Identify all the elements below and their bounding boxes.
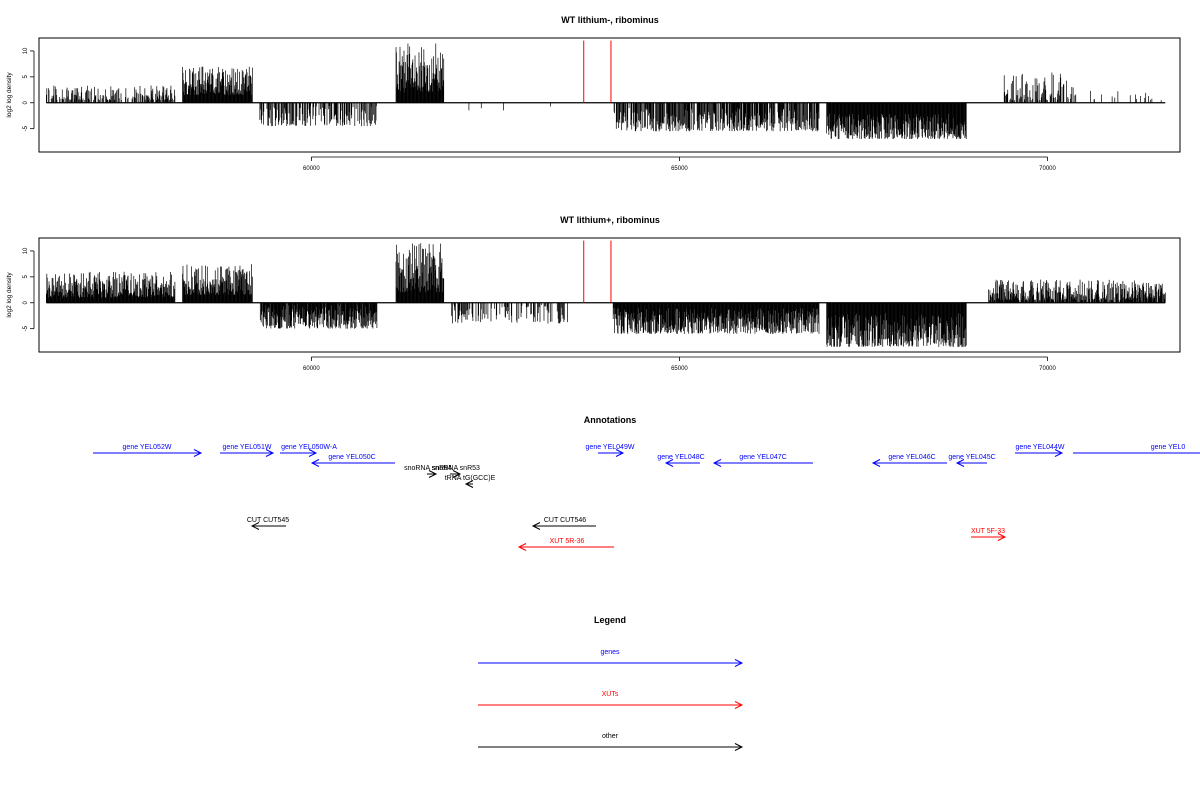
x-tick-label: 65000 xyxy=(671,166,688,172)
x-tick-label: 65000 xyxy=(671,366,688,372)
annotation-arrow xyxy=(955,459,987,467)
x-tick-label: 60000 xyxy=(303,166,320,172)
annotation-arrow xyxy=(427,470,438,478)
legend-label: genes xyxy=(600,649,620,656)
legend-item-XUTs: XUTs xyxy=(478,691,744,709)
annotation-arrow xyxy=(93,449,203,457)
legend-title: Legend xyxy=(594,615,626,625)
legend-label: XUTs xyxy=(602,691,619,698)
legend-arrow xyxy=(478,701,744,709)
annotation-label: gene YEL050C xyxy=(328,454,375,461)
annotation-arrow xyxy=(531,522,596,530)
annotation-feature: gene YEL050C xyxy=(310,454,395,467)
annotation-arrow xyxy=(1015,449,1064,457)
annotation-arrow xyxy=(220,449,275,457)
annotation-arrow xyxy=(310,459,395,467)
annotation-label: XUT 5F-33 xyxy=(971,528,1005,535)
y-tick-label: 5 xyxy=(23,275,29,279)
annotation-label: gene YEL047C xyxy=(739,454,786,461)
y-tick-label: 5 xyxy=(23,75,29,79)
annotation-label: tRNA tG(GCC)E xyxy=(445,475,496,482)
annotation-feature: snoRNA snR53 xyxy=(432,465,480,478)
axes: 10 5 0 -5 60000 65000 70000 xyxy=(23,240,1166,372)
annotation-label: gene YEL045C xyxy=(948,454,995,461)
annotation-arrow xyxy=(598,449,625,457)
annotation-feature: gene YEL049W xyxy=(586,444,635,457)
axes: 10 5 0 -5 60000 65000 70000 xyxy=(23,40,1166,172)
legend-item-genes: genes xyxy=(478,649,744,667)
annotation-feature: tRNA tG(GCC)E xyxy=(445,475,496,488)
annotation-label: snoRNA snR53 xyxy=(432,465,480,472)
annotation-label: snoRNA snR54 xyxy=(404,465,452,472)
annotation-label: gene YEL048C xyxy=(657,454,704,461)
y-tick-label: -5 xyxy=(23,125,29,131)
legend-arrow xyxy=(478,659,744,667)
annotation-arrow xyxy=(871,459,947,467)
y-axis-label: log2 log density xyxy=(6,272,13,318)
y-axis-label: log2 log density xyxy=(6,72,13,118)
coverage-panel-lithium-plus: WT lithium+, ribominus log2 log density … xyxy=(6,215,1181,372)
annotation-feature: CUT CUT545 xyxy=(247,517,289,530)
annotation-feature: gene YEL050W-A xyxy=(280,444,337,457)
annotation-feature: gene YEL046C xyxy=(871,454,947,467)
coverage-bars xyxy=(46,243,1166,347)
annotation-label: gene YEL050W-A xyxy=(281,444,337,451)
annotation-label: CUT CUT545 xyxy=(247,517,289,524)
annotation-arrow xyxy=(464,480,474,488)
panel-title: WT lithium+, ribominus xyxy=(560,215,660,225)
annotation-label: XUT 5R-36 xyxy=(550,538,585,545)
annotation-feature: snoRNA snR54 xyxy=(404,465,452,478)
annotation-label: gene YEL051W xyxy=(223,444,272,451)
annotation-arrow xyxy=(280,449,318,457)
annotation-feature: gene YEL051W xyxy=(220,444,275,457)
coverage-panel-lithium-minus: WT lithium-, ribominus log2 log density … xyxy=(6,15,1181,172)
annotations-title: Annotations xyxy=(584,415,637,425)
x-tick-label: 60000 xyxy=(303,366,320,372)
y-tick-label: -5 xyxy=(23,325,29,331)
y-tick-label: 10 xyxy=(23,247,29,254)
annotation-feature: gene YEL045C xyxy=(948,454,996,467)
x-tick-label: 70000 xyxy=(1039,366,1056,372)
coverage-bars xyxy=(46,43,1162,140)
annotation-feature: XUT 5R-36 xyxy=(517,538,614,551)
plot-frame xyxy=(38,37,1181,153)
annotation-arrow xyxy=(712,459,813,467)
annotation-feature: gene YEL048C xyxy=(657,454,705,467)
annotation-feature: CUT CUT546 xyxy=(531,517,596,530)
y-tick-label: 10 xyxy=(23,47,29,54)
annotation-feature: gene YEL0 xyxy=(1073,444,1200,454)
annotation-feature: gene YEL047C xyxy=(712,454,813,467)
plot-frame xyxy=(38,237,1181,353)
legend-item-other: other xyxy=(478,733,744,751)
annotation-label: gene YEL044W xyxy=(1016,444,1065,451)
annotation-feature: XUT 5F-33 xyxy=(971,528,1007,541)
annotation-label: gene YEL046C xyxy=(888,454,935,461)
annotation-arrow xyxy=(971,533,1007,541)
legend: Legend genes XUTs other xyxy=(478,615,744,751)
y-tick-label: 0 xyxy=(23,100,29,104)
legend-label: other xyxy=(602,733,619,740)
annotation-label: gene YEL049W xyxy=(586,444,635,451)
panel-title: WT lithium-, ribominus xyxy=(561,15,659,25)
annotations-track: Annotations gene YEL052W gene YEL051W gene… xyxy=(93,415,1200,551)
legend-arrow xyxy=(478,743,744,751)
y-tick-label: 0 xyxy=(23,300,29,304)
annotation-arrow xyxy=(250,522,286,530)
annotation-arrow xyxy=(517,543,614,551)
annotation-label: CUT CUT546 xyxy=(544,517,586,524)
annotation-feature: gene YEL052W xyxy=(93,444,203,457)
annotation-arrow xyxy=(664,459,700,467)
x-tick-label: 70000 xyxy=(1039,166,1056,172)
annotation-arrow xyxy=(450,470,462,478)
annotation-feature: gene YEL044W xyxy=(1015,444,1065,457)
annotation-label: gene YEL0 xyxy=(1151,444,1186,451)
annotation-label: gene YEL052W xyxy=(123,444,172,451)
